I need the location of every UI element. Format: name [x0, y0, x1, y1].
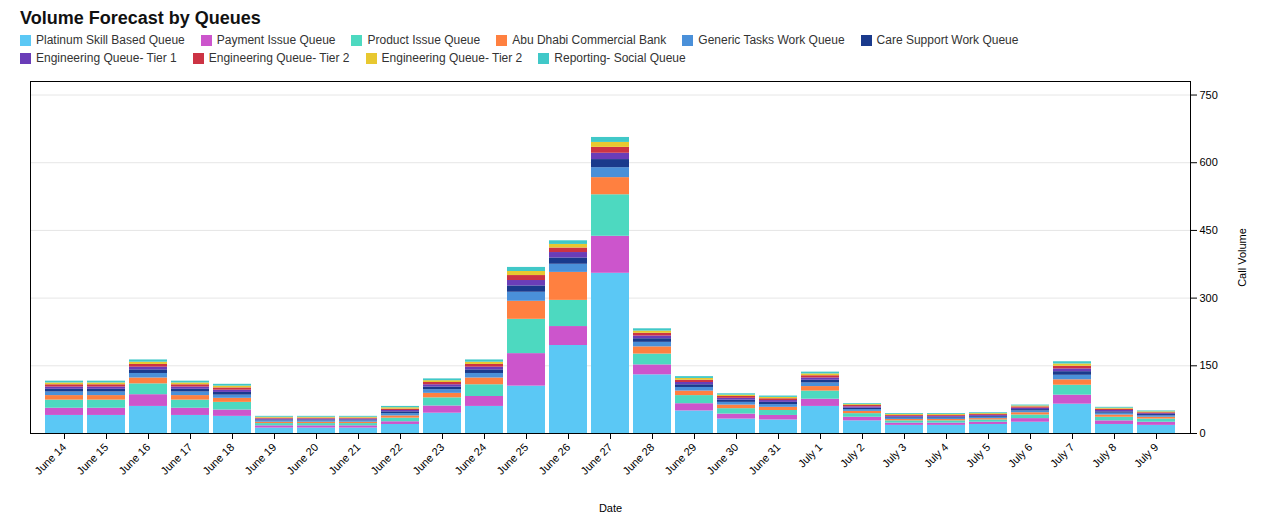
svg-text:July 6: July 6: [1006, 441, 1035, 470]
svg-text:June 23: June 23: [410, 441, 446, 477]
svg-text:July 1: July 1: [796, 441, 825, 470]
svg-text:150: 150: [1200, 359, 1218, 371]
svg-text:July 7: July 7: [1048, 441, 1077, 470]
svg-text:Date: Date: [599, 502, 622, 514]
svg-text:June 26: June 26: [536, 441, 572, 477]
svg-text:300: 300: [1200, 292, 1218, 304]
html-text:Engineering Queue- Tier 2: Engineering Queue- Tier 2: [381, 51, 523, 65]
svg-text:July 4: July 4: [922, 441, 951, 470]
html-text:Generic Tasks Work Queue: Generic Tasks Work Queue: [698, 33, 845, 47]
html-text:Payment Issue Queue: Payment Issue Queue: [216, 33, 336, 47]
html-text:Platinum Skill Based Queue: Platinum Skill Based Queue: [36, 33, 185, 47]
svg-text:Call Volume: Call Volume: [1236, 228, 1248, 287]
html-text:Reporting- Social Queue: Reporting- Social Queue: [554, 51, 686, 65]
svg-text:June 25: June 25: [494, 441, 530, 477]
svg-text:June 30: June 30: [704, 441, 740, 477]
svg-text:June 14: June 14: [32, 441, 68, 477]
svg-text:July 3: July 3: [880, 441, 909, 470]
svg-text:June 15: June 15: [74, 441, 110, 477]
svg-text:July 5: July 5: [964, 441, 993, 470]
svg-text:June 19: June 19: [242, 441, 278, 477]
svg-text:June 27: June 27: [578, 441, 614, 477]
svg-text:June 18: June 18: [200, 441, 236, 477]
svg-text:June 28: June 28: [620, 441, 656, 477]
svg-text:June 31: June 31: [746, 441, 782, 477]
svg-text:July 2: July 2: [838, 441, 867, 470]
svg-text:450: 450: [1200, 224, 1218, 236]
html-text:Abu Dhabi Commercial Bank: Abu Dhabi Commercial Bank: [512, 33, 667, 47]
html-text:Care Support Work Queue: Care Support Work Queue: [876, 33, 1019, 47]
svg-text:750: 750: [1200, 89, 1218, 101]
svg-text:June 29: June 29: [662, 441, 698, 477]
svg-text:June 24: June 24: [452, 441, 488, 477]
svg-text:June 21: June 21: [326, 441, 362, 477]
svg-text:July 9: July 9: [1132, 441, 1161, 470]
html-text:Product Issue Queue: Product Issue Queue: [367, 33, 481, 47]
svg-text:June 20: June 20: [284, 441, 320, 477]
svg-text:0: 0: [1200, 427, 1206, 439]
svg-text:July 8: July 8: [1090, 441, 1119, 470]
svg-text:June 17: June 17: [158, 441, 194, 477]
html-text:Engineering Queue- Tier 1: Engineering Queue- Tier 1: [36, 51, 177, 65]
svg-text:600: 600: [1200, 156, 1218, 168]
html-text:Volume Forecast by Queues: Volume Forecast by Queues: [20, 8, 261, 28]
svg-text:June 22: June 22: [368, 441, 404, 477]
html-text:Engineering Queue- Tier 2: Engineering Queue- Tier 2: [208, 51, 350, 65]
svg-text:June 16: June 16: [116, 441, 152, 477]
